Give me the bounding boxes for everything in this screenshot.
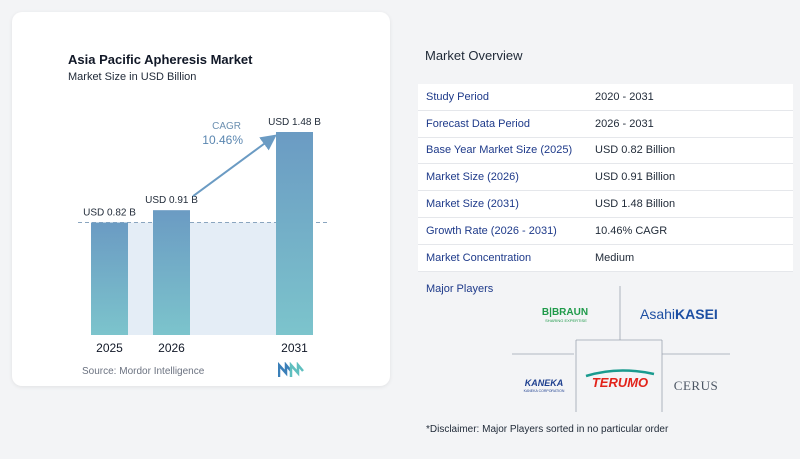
x-tick-label: 2031 (281, 341, 308, 355)
overview-row-value: 2020 - 2031 (595, 90, 654, 103)
overview-table: Study Period 2020 - 2031 Forecast Data Per… (418, 84, 793, 272)
bbraun-logo: B|BRAUN SHARING EXPERTISE (542, 307, 588, 323)
overview-row-label: Market Size (2026) (426, 171, 519, 184)
overview-row-value: 2026 - 2031 (595, 117, 654, 130)
overview-row: Study Period 2020 - 2031 (418, 84, 793, 111)
bar-chart: USD 0.82 B 2025 USD 0.91 B 2026 USD 1.48 B 20… (78, 117, 330, 355)
overview-row-value: USD 0.91 Billion (595, 171, 676, 184)
terumo-logo: TERUMO (585, 369, 655, 390)
disclaimer-text: *Disclaimer: Major Players sorted in no … (426, 424, 669, 435)
asahi-kasei-logo: AsahiKASEI (640, 306, 718, 322)
chart-subtitle: Market Size in USD Billion (68, 71, 197, 83)
kasei-text: KASEI (675, 306, 718, 322)
bbraun-tagline: SHARING EXPERTISE (545, 318, 587, 323)
overview-row-label: Market Concentration (426, 251, 532, 264)
kaneka-logo: KANEKA KANEKA CORPORATION (524, 378, 565, 393)
asahi-text: Asahi (640, 306, 675, 322)
cerus-logo: CERUS (674, 378, 718, 393)
chart-title: Asia Pacific Apheresis Market (68, 52, 253, 67)
bar-data-label: USD 0.82 B (83, 208, 136, 219)
overview-row-label: Base Year Market Size (2025) (426, 144, 573, 157)
overview-row: Growth Rate (2026 - 2031) 10.46% CAGR (418, 217, 793, 245)
terumo-logo-text: TERUMO (592, 375, 648, 390)
source-text: Source: Mordor Intelligence (82, 366, 205, 377)
overview-row: Forecast Data Period 2026 - 2031 (418, 110, 793, 138)
players-title: Major Players (426, 283, 494, 295)
overview-row: Market Size (2026) USD 0.91 Billion (418, 164, 793, 192)
overview-row-value: USD 1.48 Billion (595, 198, 676, 211)
svg-text:AsahiKASEI: AsahiKASEI (640, 306, 718, 322)
bar-2031 (276, 132, 313, 335)
players-grid: B|BRAUN SHARING EXPERTISE AsahiKASEI KAN… (512, 286, 730, 412)
bar-data-label: USD 1.48 B (268, 117, 321, 128)
bbraun-logo-text: B|BRAUN (542, 307, 588, 318)
bar-data-label: USD 0.91 B (145, 195, 198, 206)
x-tick-label: 2026 (158, 341, 185, 355)
bar-2026 (153, 210, 190, 335)
overview-row-value: USD 0.82 Billion (595, 144, 676, 157)
cagr-label: CAGR (212, 121, 241, 132)
overview-row: Market Concentration Medium (418, 244, 793, 272)
kaneka-logo-text: KANEKA (525, 378, 564, 388)
overview-row-label: Growth Rate (2026 - 2031) (426, 224, 557, 237)
overview-row-label: Forecast Data Period (426, 117, 530, 130)
kaneka-tagline: KANEKA CORPORATION (524, 389, 565, 393)
overview-row-label: Study Period (426, 90, 489, 103)
overview-row: Market Size (2031) USD 1.48 Billion (418, 191, 793, 218)
cagr-arrow (192, 134, 277, 197)
bar-2025 (91, 222, 128, 335)
overview-row-value: Medium (595, 251, 635, 264)
cagr-value: 10.46% (202, 133, 243, 147)
overview-row: Base Year Market Size (2025) USD 0.82 Bil… (418, 137, 793, 165)
overview-row-label: Market Size (2031) (426, 198, 519, 211)
overview-row-value: 10.46% CAGR (595, 224, 668, 237)
mordor-logo-icon (278, 362, 304, 377)
cerus-logo-text: CERUS (674, 378, 718, 393)
overview-title: Market Overview (425, 48, 523, 63)
x-tick-label: 2025 (96, 341, 123, 355)
